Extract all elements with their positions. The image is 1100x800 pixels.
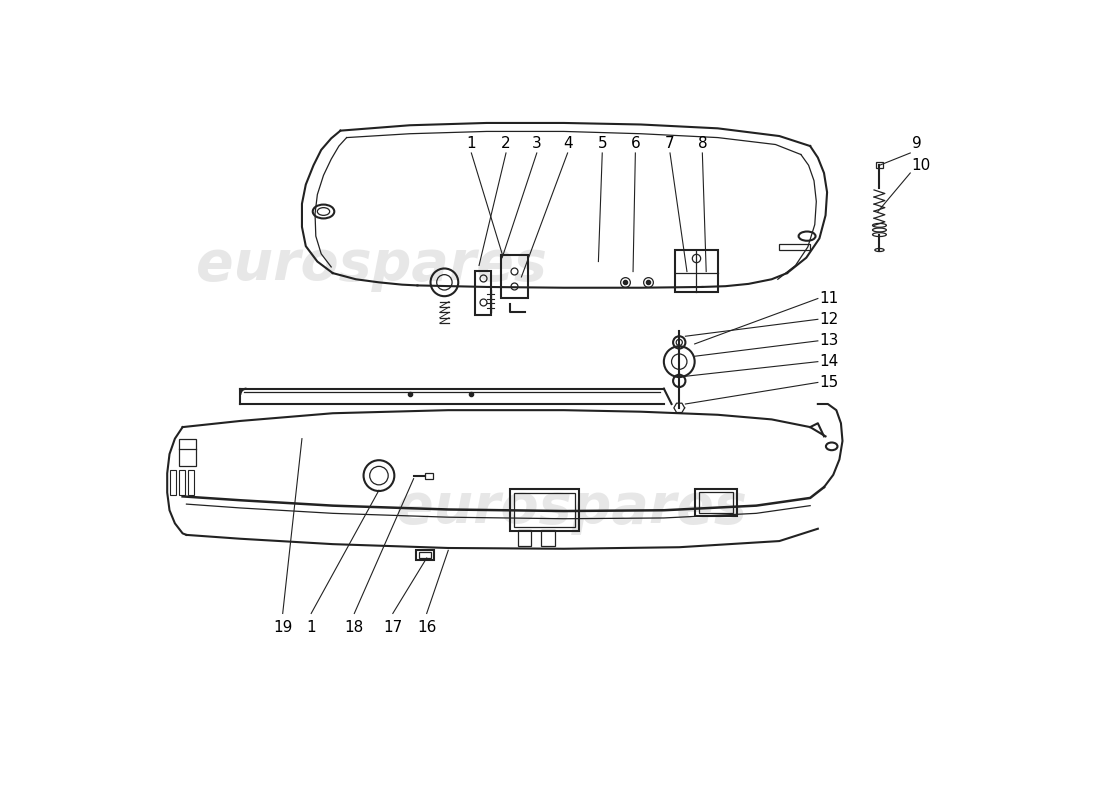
Text: 14: 14 xyxy=(820,354,838,369)
Text: 18: 18 xyxy=(344,619,364,634)
Text: 19: 19 xyxy=(273,619,293,634)
Text: 3: 3 xyxy=(532,136,541,150)
Text: 6: 6 xyxy=(630,136,640,150)
Text: 8: 8 xyxy=(697,136,707,150)
Text: eurospares: eurospares xyxy=(196,238,547,292)
Text: 17: 17 xyxy=(383,619,403,634)
Text: 10: 10 xyxy=(912,158,931,173)
Text: 1: 1 xyxy=(307,619,316,634)
Text: 9: 9 xyxy=(912,137,922,151)
Text: 13: 13 xyxy=(820,334,839,348)
Text: 11: 11 xyxy=(820,291,838,306)
Text: 4: 4 xyxy=(563,136,572,150)
Text: 1: 1 xyxy=(466,136,476,150)
Text: 7: 7 xyxy=(666,136,674,150)
Text: 2: 2 xyxy=(502,136,510,150)
Text: 15: 15 xyxy=(820,375,838,390)
Text: 5: 5 xyxy=(597,136,607,150)
Text: 16: 16 xyxy=(417,619,437,634)
Text: 12: 12 xyxy=(820,312,838,326)
Text: eurospares: eurospares xyxy=(396,481,747,535)
